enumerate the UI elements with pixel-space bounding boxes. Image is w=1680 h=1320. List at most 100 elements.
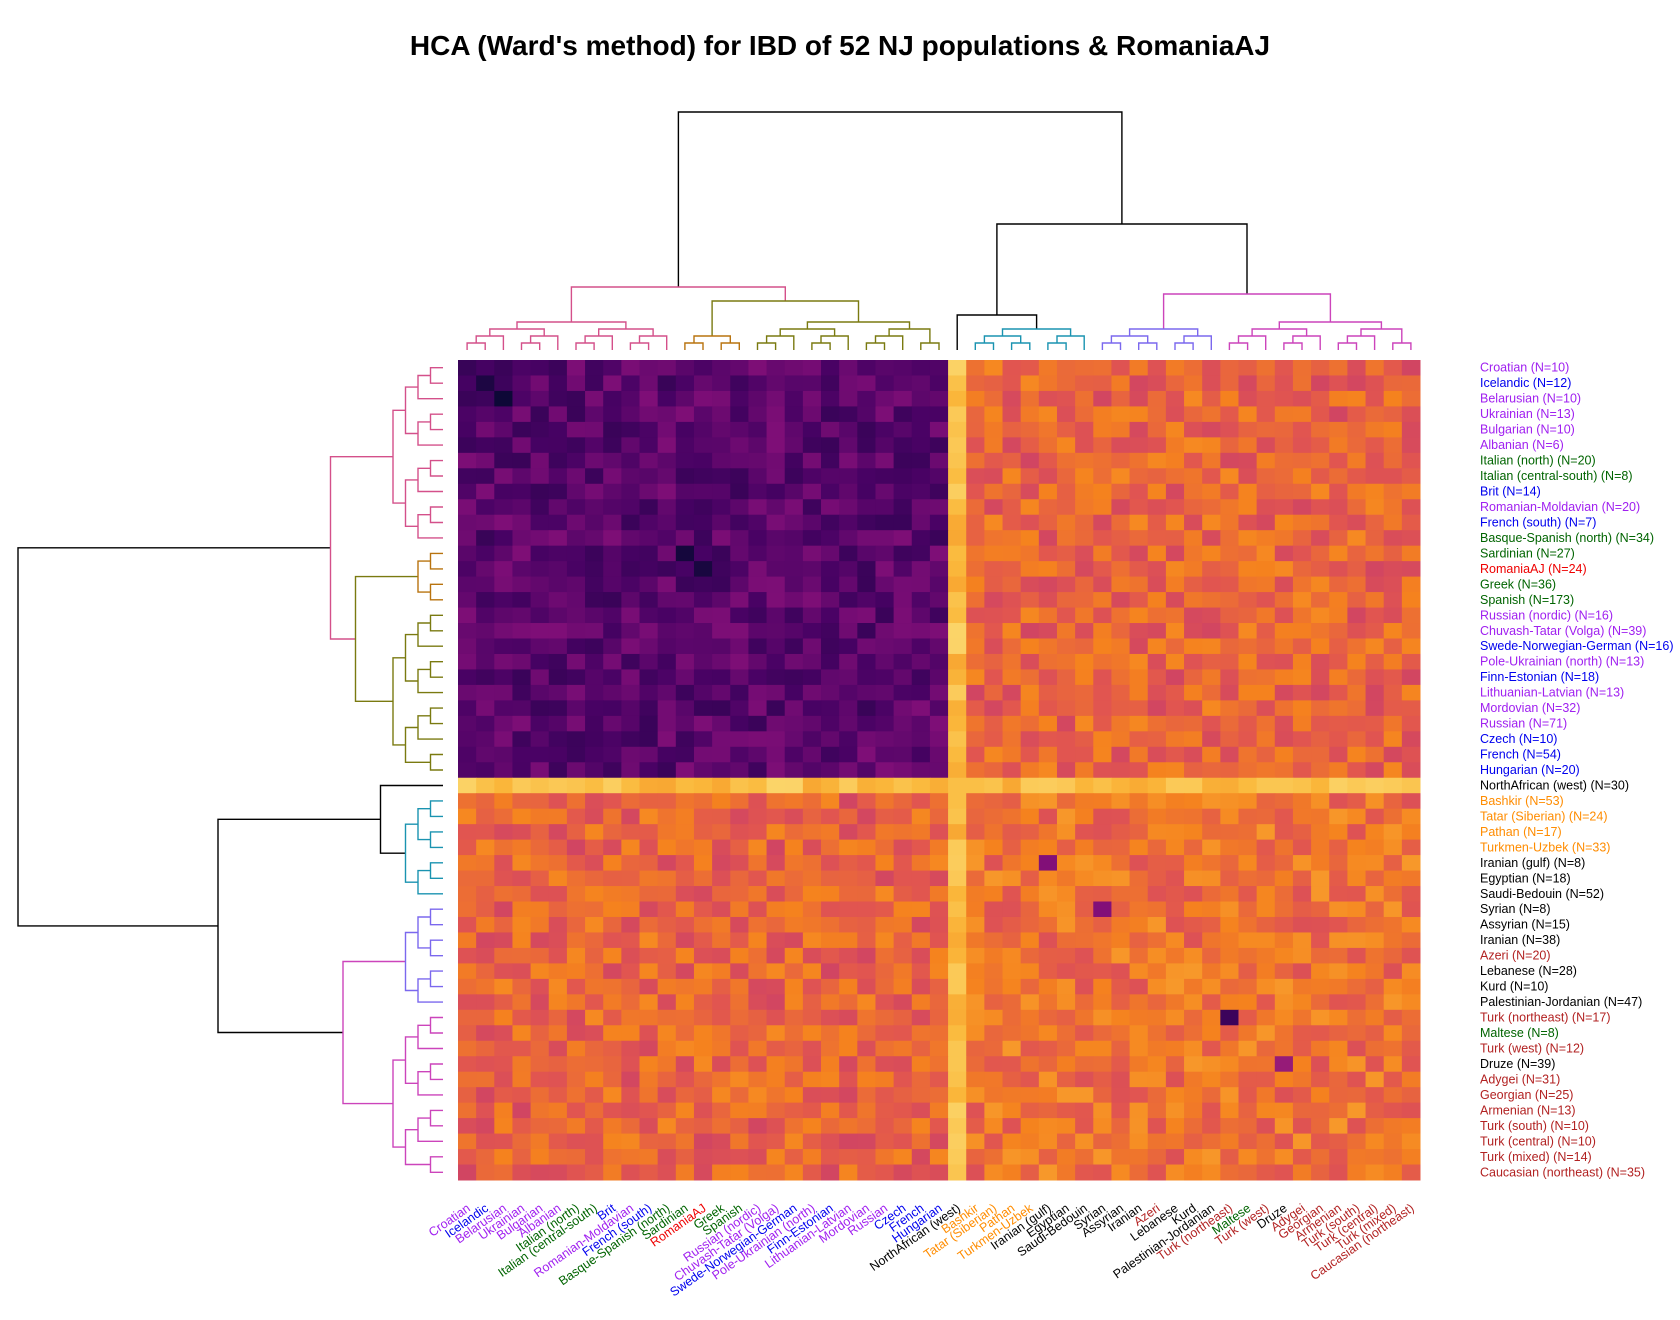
heatmap-cell (1093, 715, 1112, 732)
heatmap-cell (1347, 994, 1367, 1011)
heatmap-cell (1311, 793, 1330, 810)
heatmap-cell (1147, 514, 1167, 531)
heatmap-cell (1292, 1040, 1312, 1057)
heatmap-cell (857, 1071, 876, 1088)
heatmap-cell (675, 886, 695, 903)
heatmap-cell (585, 1164, 604, 1181)
heatmap-cell (984, 824, 1004, 841)
heatmap-cell (512, 545, 532, 562)
heatmap-cell (458, 777, 477, 794)
column-labels: CroatianIcelandicBelarusianUkrainianBulg… (426, 1201, 1417, 1300)
heatmap-cell (1165, 638, 1185, 655)
heatmap-cell (494, 607, 513, 624)
heatmap-cell (1311, 901, 1330, 918)
heatmap-cell (1056, 1118, 1076, 1135)
heatmap-cell (1038, 762, 1058, 779)
heatmap-cell (1020, 623, 1040, 639)
heatmap-cell (1056, 375, 1076, 392)
heatmap-cell (966, 452, 985, 469)
heatmap-cell (476, 360, 495, 376)
heatmap-cell (1292, 715, 1312, 732)
heatmap-cell (494, 561, 513, 578)
heatmap-cell (1274, 715, 1294, 732)
heatmap-cell (1274, 1164, 1294, 1181)
heatmap-cell (585, 607, 604, 624)
dendrogram-link (354, 575, 418, 702)
heatmap-cell (1147, 1071, 1167, 1088)
heatmap-cell (675, 1071, 695, 1088)
heatmap-cell (1238, 1056, 1258, 1073)
heatmap-cell (675, 1118, 695, 1135)
heatmap-cell (1238, 483, 1258, 500)
heatmap-cell (784, 1164, 804, 1181)
heatmap-cell (1165, 684, 1185, 701)
heatmap-cell (712, 715, 731, 732)
heatmap-cell (675, 916, 695, 933)
heatmap-cell (857, 561, 876, 578)
heatmap-cell (1020, 468, 1040, 485)
heatmap-cell (1056, 808, 1076, 825)
heatmap-cell (585, 514, 604, 531)
heatmap-cell (821, 638, 840, 655)
heatmap-cell (512, 607, 532, 624)
heatmap-cell (1401, 1149, 1421, 1166)
heatmap-cell (1020, 684, 1040, 701)
heatmap-cell (929, 638, 949, 655)
heatmap-cell (1220, 421, 1239, 438)
heatmap-cell (548, 576, 568, 593)
heatmap-cell (1383, 607, 1403, 624)
heatmap-cell (1347, 1102, 1367, 1119)
dendrogram-link (756, 342, 777, 350)
heatmap-cell (1238, 808, 1258, 825)
heatmap-cell (802, 1071, 822, 1088)
heatmap-cell (603, 421, 622, 438)
heatmap-cell (1184, 855, 1203, 872)
heatmap-cell (1220, 499, 1239, 516)
heatmap-cell (784, 824, 804, 841)
heatmap-cell (1329, 963, 1348, 980)
heatmap-cell (657, 963, 677, 980)
heatmap-cell (1184, 947, 1203, 964)
heatmap-cell (966, 669, 985, 686)
heatmap-cell (621, 1009, 641, 1026)
heatmap-cell (766, 390, 786, 407)
heatmap-cell (966, 1102, 985, 1119)
heatmap-cell (1365, 1087, 1385, 1104)
heatmap-cell (1383, 715, 1403, 732)
heatmap-cell (1383, 421, 1403, 438)
heatmap-cell (911, 483, 931, 500)
heatmap-cell (839, 916, 858, 933)
heatmap-cell (1020, 1009, 1040, 1026)
heatmap-cell (1274, 762, 1294, 779)
heatmap-cell (712, 700, 731, 717)
heatmap-cell (821, 916, 840, 933)
heatmap-cell (1401, 932, 1421, 949)
heatmap-cell (1111, 777, 1131, 794)
heatmap-cell (603, 855, 622, 872)
heatmap-cell (1238, 1009, 1258, 1026)
heatmap-cell (948, 406, 967, 423)
heatmap-cell (566, 963, 586, 980)
heatmap-cell (893, 994, 913, 1011)
heatmap-cell (802, 561, 822, 578)
heatmap-cell (911, 1071, 931, 1088)
heatmap-cell (1075, 1149, 1094, 1166)
dendrogram-link (429, 800, 443, 818)
heatmap-cell (984, 530, 1004, 547)
dendrogram-link (1047, 342, 1067, 350)
heatmap-cell (1147, 777, 1167, 794)
heatmap-cell (1002, 777, 1022, 794)
heatmap-cell (657, 1071, 677, 1088)
heatmap-cell (1383, 653, 1403, 670)
heatmap-cell (548, 947, 568, 964)
heatmap-cell (1401, 870, 1421, 887)
heatmap-cell (675, 963, 695, 980)
heatmap-cell (476, 468, 495, 485)
heatmap-cell (1147, 483, 1167, 500)
heatmap-cell (1165, 1071, 1185, 1088)
heatmap-cell (1056, 700, 1076, 717)
heatmap-cell (784, 1149, 804, 1166)
heatmap-cell (1202, 855, 1221, 872)
heatmap-cell (712, 901, 731, 918)
heatmap-cell (966, 1164, 985, 1181)
